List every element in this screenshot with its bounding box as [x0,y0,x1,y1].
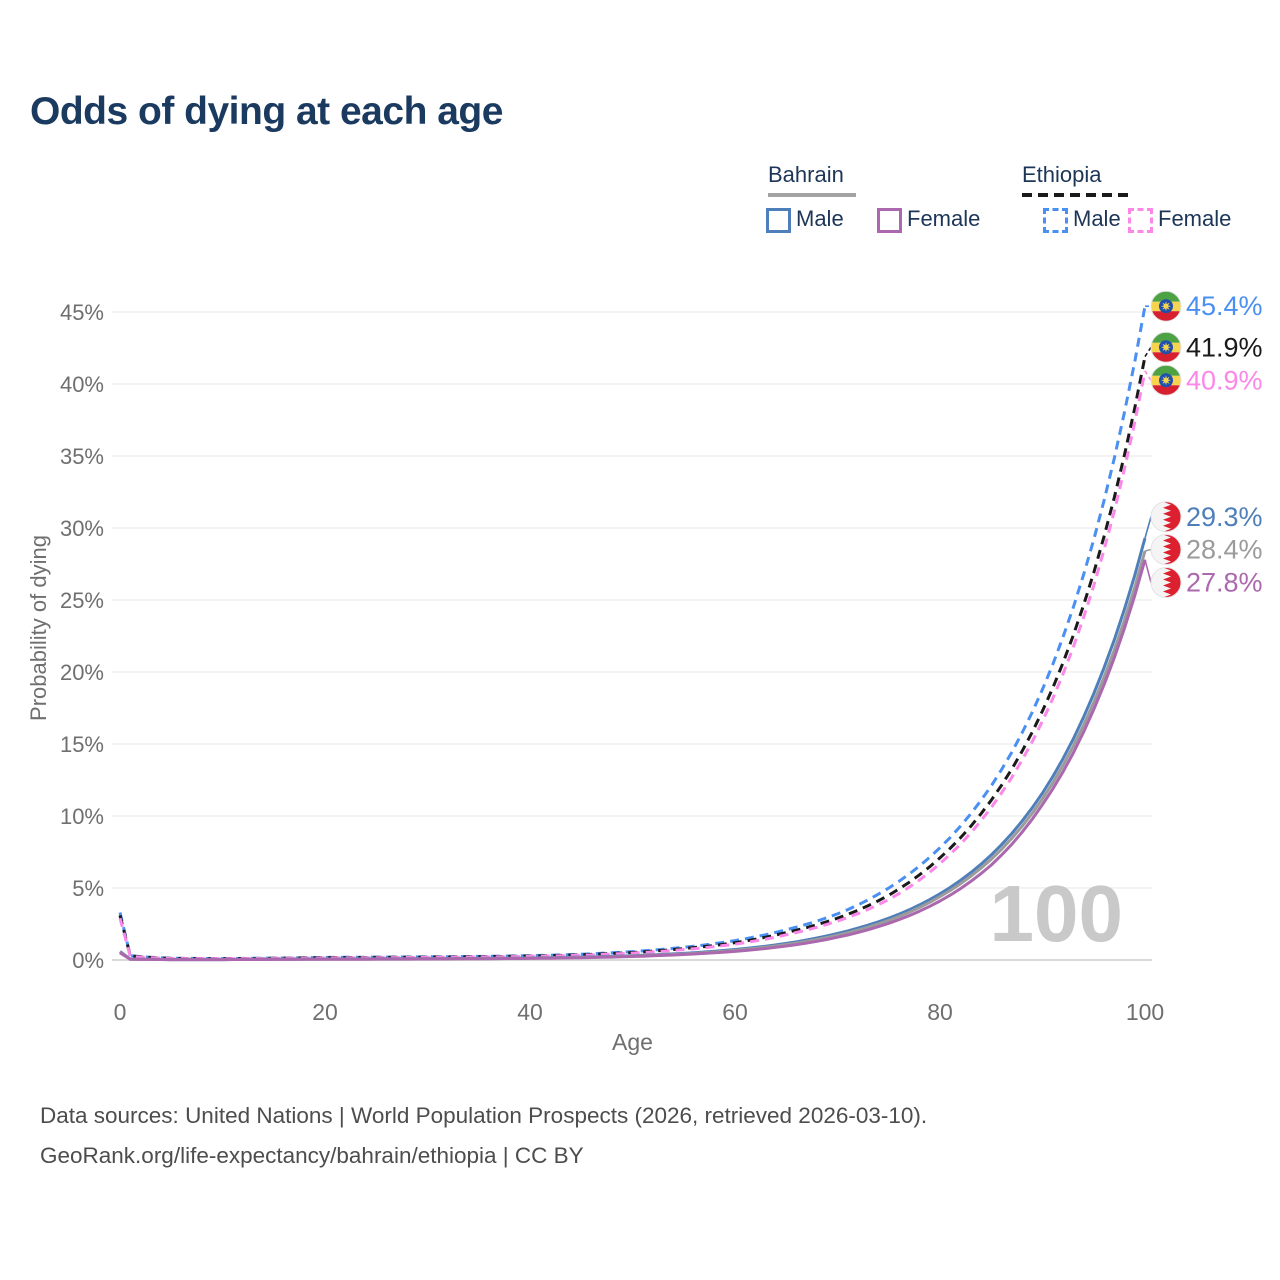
y-tick-label: 10% [60,804,104,829]
y-tick-label: 15% [60,732,104,757]
bahrain-line-style-swatch [768,193,856,197]
age-watermark: 100 [989,869,1123,958]
x-axis-title: Age [612,1029,653,1055]
end-label-bahrain-female: 27.8% [1186,568,1263,598]
y-axis-title: Probability of dying [26,535,51,721]
grid-layer [112,311,1152,961]
x-tick-label: 0 [114,999,127,1025]
end-label-bahrain-male: 29.3% [1186,502,1263,532]
x-tick-label: 60 [722,999,748,1025]
page-title: Odds of dying at each age [30,90,503,133]
legend-item-bahrain-female[interactable]: Female [907,206,981,231]
ethiopia-flag-icon [1151,365,1181,395]
end-label-ethiopia-total: 41.9% [1186,332,1263,362]
y-tick-label: 20% [60,660,104,685]
y-tick-label: 5% [72,876,104,901]
legend-group-ethiopia[interactable]: Ethiopia [1022,162,1102,187]
y-tick-label: 35% [60,444,104,469]
axis-layer: 0% 5% 10% 15% 20% 25% 30% 35% 40% 45% 0 20 40 60 80 100… [26,300,1164,1055]
legend-item-bahrain-male[interactable]: Male [796,206,844,231]
bahrain-flag-icon [1151,568,1182,598]
x-tick-label: 20 [312,999,338,1025]
data-source-line: Data sources: United Nations | World Pop… [40,1103,928,1128]
bahrain-male-swatch-icon[interactable] [766,208,791,233]
end-label-layer: 45.4% 41.9%40.9% 29.3%28.4%27.8% [1144,291,1263,598]
y-tick-label: 45% [60,300,104,325]
end-label-ethiopia-female: 40.9% [1186,365,1263,395]
end-label-bahrain-total: 28.4% [1186,535,1263,565]
y-tick-label: 40% [60,372,104,397]
x-tick-label: 80 [927,999,953,1025]
series-layer [118,305,1147,962]
y-tick-label: 30% [60,516,104,541]
ethiopia-flag-icon [1151,332,1181,362]
end-label-ethiopia-male: 45.4% [1186,291,1263,321]
legend-item-ethiopia-female[interactable]: Female [1158,206,1232,231]
x-tick-label: 100 [1126,999,1164,1025]
y-tick-label: 0% [72,948,104,973]
end-label-connector [1144,370,1155,382]
end-label-connector [1144,346,1155,358]
ethiopia-line-style-swatch [1022,193,1128,197]
attribution-line: GeoRank.org/life-expectancy/bahrain/ethi… [40,1143,584,1168]
series-line-bahrain-female [119,559,1147,962]
bahrain-flag-icon [1151,535,1182,565]
legend-item-ethiopia-male[interactable]: Male [1073,206,1121,231]
x-tick-label: 40 [517,999,543,1025]
y-tick-label: 25% [60,588,104,613]
ethiopia-female-swatch-icon[interactable] [1128,208,1153,233]
legend-group-bahrain[interactable]: Bahrain [768,162,844,187]
source-footer: Data sources: United Nations | World Pop… [40,1096,927,1176]
ethiopia-male-swatch-icon[interactable] [1043,208,1068,233]
bahrain-female-swatch-icon[interactable] [877,208,902,233]
ethiopia-flag-icon [1151,291,1181,321]
bahrain-flag-icon [1151,502,1182,532]
